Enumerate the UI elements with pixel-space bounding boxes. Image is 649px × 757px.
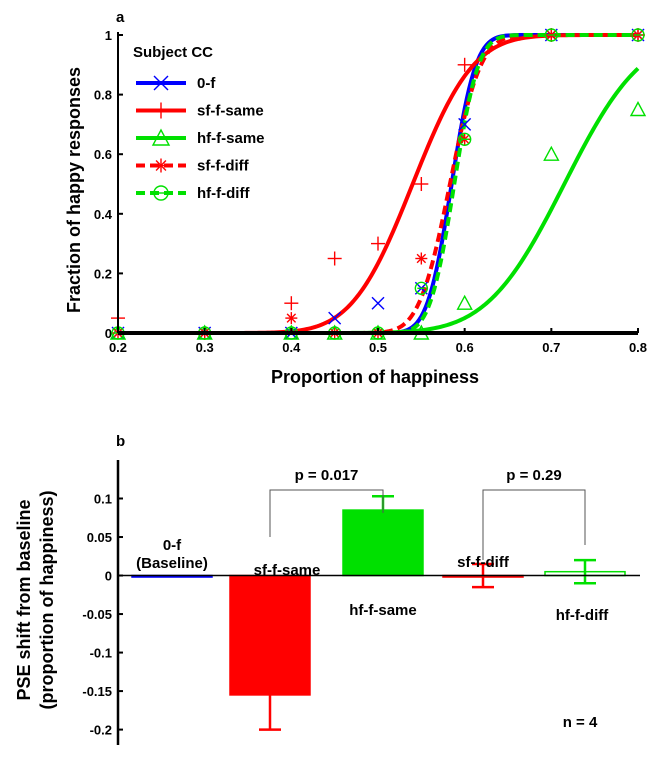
legend-marker-hf-f-same — [151, 128, 171, 146]
x-tick-label: 0.2 — [109, 340, 127, 355]
y-axis-label-line2: (proportion of happiness) — [37, 491, 57, 710]
x-tick-label: 0.7 — [542, 340, 560, 355]
legend-item-hf-f-diff: hf-f-diff — [136, 185, 250, 202]
y-axis-label-line1: PSE shift from baseline — [14, 499, 34, 700]
data-point-sf-f-same — [327, 251, 342, 266]
error-bar-hf-f-diff — [574, 558, 596, 585]
sample-size-annotation: n = 4 — [563, 714, 598, 731]
series-curve-hf-f-same — [118, 67, 640, 335]
x-tick-label: 0.6 — [456, 340, 474, 355]
legend-label: sf-f-diff — [197, 158, 250, 175]
data-point-0-f — [328, 311, 342, 325]
data-point-sf-f-same — [414, 177, 429, 191]
legend-item-0-f: 0-f — [136, 75, 216, 92]
y-tick-label: 0 — [105, 326, 112, 341]
bar-label-extra: (Baseline) — [136, 555, 208, 572]
bar-label-sf-f-same: sf-f-same — [254, 562, 321, 579]
series-curve-sf-f-same — [118, 33, 638, 335]
data-point-hf-f-diff — [631, 28, 645, 42]
y-tick-label: 0 — [105, 569, 112, 584]
legend-item-hf-f-same: hf-f-same — [136, 128, 265, 147]
x-tick-label: 0.4 — [282, 340, 301, 355]
legend-label: hf-f-same — [197, 130, 265, 147]
data-point-sf-f-same — [371, 236, 385, 251]
y-tick-label: 0.4 — [94, 207, 113, 222]
legend-label: sf-f-same — [197, 103, 264, 120]
bar-label-sf-f-diff: sf-f-diff — [457, 554, 510, 571]
data-point-sf-f-diff — [285, 312, 298, 325]
p-value-label: p = 0.017 — [295, 467, 359, 484]
y-tick-label: 0.05 — [87, 530, 112, 545]
legend-marker-0-f — [153, 75, 169, 91]
bar-label-0-f: 0-f — [163, 537, 182, 554]
bar-label-hf-f-same: hf-f-same — [349, 602, 417, 619]
data-point-hf-f-diff — [544, 28, 559, 42]
data-point-sf-f-same — [284, 296, 299, 311]
y-tick-label: -0.15 — [82, 684, 112, 699]
series-curve-sf-f-diff — [118, 33, 638, 335]
panel-a-label: a — [116, 9, 125, 26]
y-tick-label: -0.2 — [90, 723, 112, 738]
y-axis-label: Fraction of happy responses — [64, 67, 84, 313]
series-curve-hf-f-diff — [118, 33, 638, 335]
data-point-hf-f-diff — [414, 281, 429, 295]
panel-b-label: b — [116, 433, 125, 450]
legend-item-sf-f-diff: sf-f-diff — [136, 158, 250, 175]
bar-hf-f-same — [342, 509, 424, 577]
legend-marker-hf-f-diff — [153, 185, 169, 201]
data-point-hf-f-same — [629, 101, 647, 117]
y-tick-label: 1 — [105, 28, 112, 43]
y-tick-label: 0.6 — [94, 147, 112, 162]
panel-a-chart: a 0.2 0.3 0.4 0.5 0.6 0.7 0.800.20.40.60.81 Su… — [64, 9, 647, 387]
y-tick-label: 0.1 — [94, 492, 112, 507]
data-point-hf-f-same — [543, 145, 560, 161]
legend-title: Subject CC — [133, 44, 213, 61]
legend-marker-sf-f-same — [153, 102, 169, 119]
bar-sf-f-same — [229, 574, 311, 696]
y-tick-label: -0.1 — [90, 646, 112, 661]
data-point-sf-f-diff — [415, 252, 428, 265]
data-point-0-f — [458, 117, 472, 131]
x-axis-label: Proportion of happiness — [271, 367, 479, 387]
significance-bracket: p = 0.017 — [269, 467, 384, 537]
significance-bracket: p = 0.29 — [482, 467, 586, 560]
legend-marker-sf-f-diff — [154, 158, 168, 173]
y-tick-label: -0.05 — [82, 607, 112, 622]
legend-label: 0-f — [197, 75, 216, 92]
p-value-label: p = 0.29 — [506, 467, 561, 484]
data-point-hf-f-same — [456, 294, 473, 310]
legend: Subject CC 0-f sf-f-same hf-f-same sf-f-diff… — [133, 44, 265, 202]
panel-b-chart: b 0.1 0.05 0 -0.05 -0.1 -0.15 -0.2 0-f(Baselin… — [14, 433, 640, 745]
data-point-sf-f-same — [457, 57, 472, 72]
data-point-0-f — [371, 296, 385, 310]
x-tick-label: 0.5 — [369, 340, 387, 355]
y-tick-label: 0.8 — [94, 88, 112, 103]
bar-label-hf-f-diff: hf-f-diff — [556, 607, 609, 624]
x-tick-label: 0.8 — [629, 340, 647, 355]
x-tick-label: 0.3 — [196, 340, 214, 355]
y-tick-label: 0.2 — [94, 266, 112, 281]
legend-label: hf-f-diff — [197, 185, 250, 202]
series-curve-0-f — [118, 33, 638, 335]
error-bar-sf-f-same — [259, 694, 281, 731]
legend-item-sf-f-same: sf-f-same — [136, 102, 264, 120]
data-point-hf-f-diff — [457, 132, 472, 147]
